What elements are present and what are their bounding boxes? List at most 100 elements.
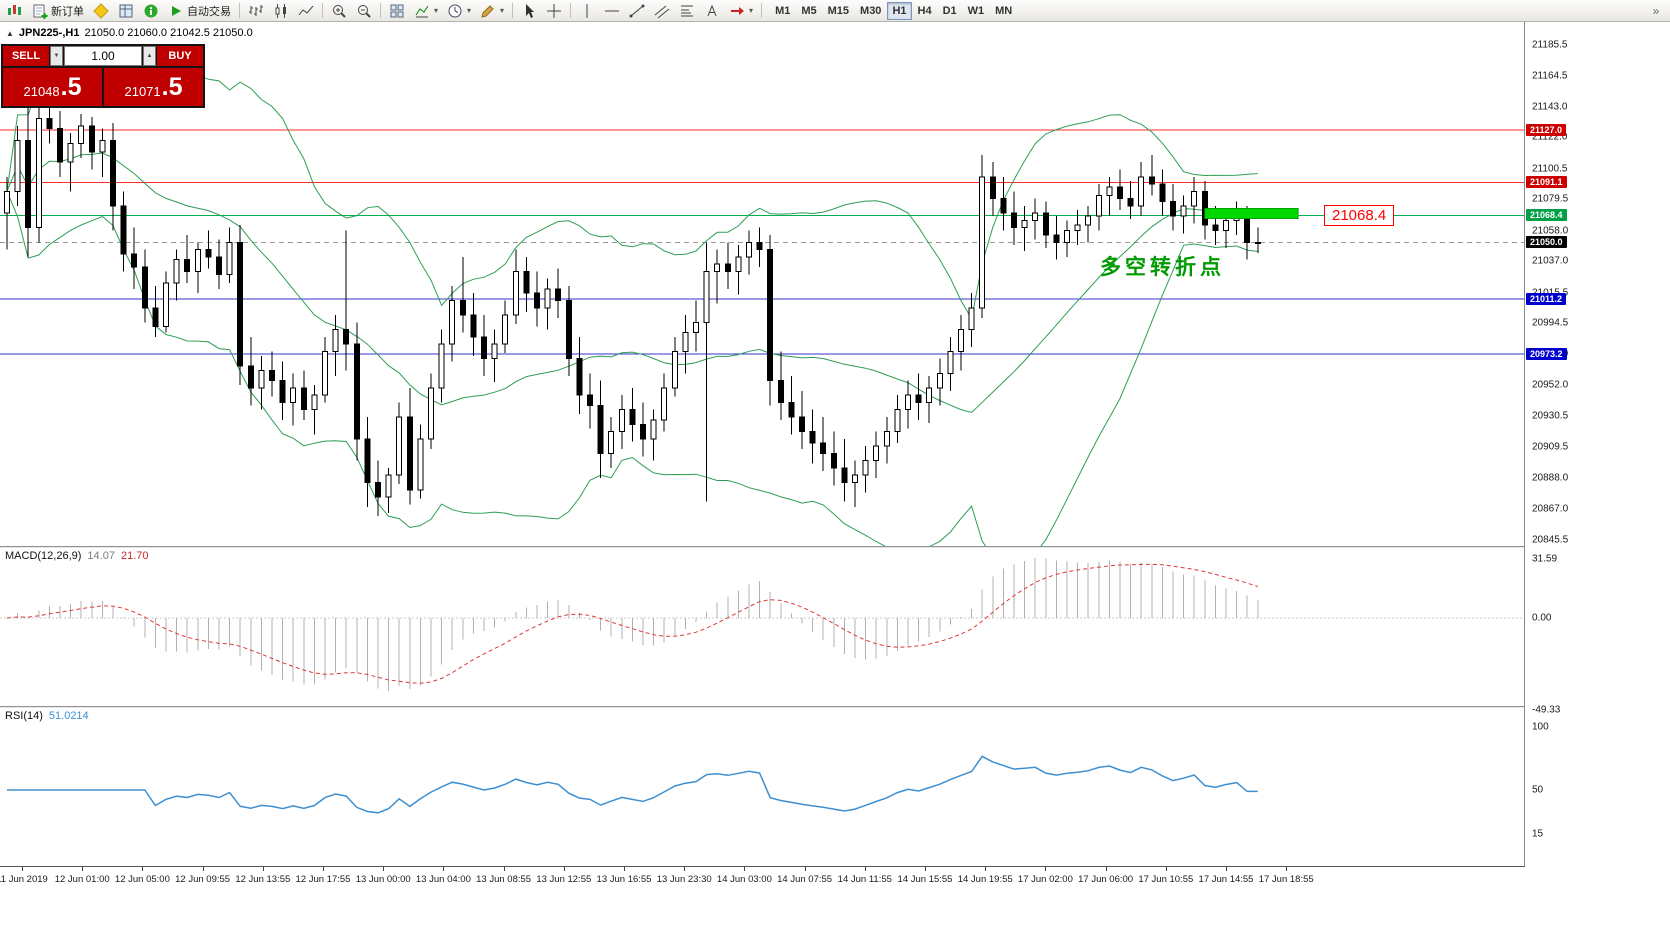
buy-price-display[interactable]: 21071 .5 <box>104 68 203 106</box>
macd-indicator-canvas[interactable] <box>0 548 1524 706</box>
new-order-label: 新订单 <box>51 5 84 18</box>
fibonacci-button[interactable] <box>675 1 699 21</box>
dropdown-arrow-icon: ▾ <box>500 6 505 15</box>
new-chart-button[interactable] <box>3 1 27 21</box>
candlestick-icon <box>275 3 286 18</box>
main-chart-canvas[interactable] <box>0 22 1524 546</box>
time-tick-label: 12 Jun 17:55 <box>295 874 351 885</box>
time-axis[interactable]: 11 Jun 2019 12 Jun 01:00 12 Jun 05:00 12 Ju… <box>0 867 1670 890</box>
trendline-button[interactable] <box>625 1 649 21</box>
autotrading-button[interactable]: 自动交易 <box>164 1 235 21</box>
buy-price-main: 21071 <box>124 83 161 99</box>
price-axis[interactable]: 21185.5 21164.5 21143.0 21122.0 21100.5 21079… <box>1525 22 1670 867</box>
toolbar-separator <box>239 3 240 18</box>
text-button[interactable] <box>700 1 724 21</box>
symbol-period-label: JPN225-,H1 <box>18 27 80 39</box>
time-tick-label: 17 Jun 14:55 <box>1198 874 1254 885</box>
time-tick <box>804 867 806 871</box>
new-order-icon <box>33 4 48 19</box>
horizontal-line-button[interactable] <box>600 1 624 21</box>
volume-increase-button[interactable]: ▲ <box>143 46 156 66</box>
one-click-toggle-icon[interactable]: ▲ <box>6 28 14 38</box>
timeframe-button-m30[interactable]: M30 <box>860 4 882 17</box>
macd-name: MACD(12,26,9) <box>5 550 82 562</box>
templates-button[interactable]: ▾ <box>476 1 508 21</box>
autotrading-play-icon <box>172 5 181 16</box>
price-tick-label: 20845.5 <box>1532 534 1569 546</box>
time-tick-label: 14 Jun 19:55 <box>957 874 1013 885</box>
tile-windows-icon <box>390 4 404 17</box>
candlestick-chart-button[interactable] <box>269 1 293 21</box>
price-tick-label: 21037.0 <box>1532 255 1569 267</box>
toolbar-separator <box>570 3 572 18</box>
rsi-indicator-canvas[interactable] <box>0 708 1524 866</box>
timeframe-button-m1[interactable]: M1 <box>775 4 791 17</box>
sell-price-frac: .5 <box>60 72 82 101</box>
dropdown-arrow-icon: ▾ <box>749 6 754 15</box>
time-axis-separator <box>0 866 1670 867</box>
arrows-button[interactable]: ▾ <box>725 1 757 21</box>
sell-button[interactable]: SELL <box>3 46 49 66</box>
price-line-badge: 21127.0 <box>1526 124 1567 137</box>
help-button[interactable] <box>139 1 163 21</box>
toolbar-separator <box>512 3 514 18</box>
macd-scale-label: 31.59 <box>1532 553 1558 565</box>
zoom-out-button[interactable] <box>352 1 376 21</box>
time-tick <box>985 867 987 871</box>
volume-decrease-button[interactable]: ▼ <box>50 46 63 66</box>
channel-button[interactable] <box>650 1 674 21</box>
time-tick-label: 13 Jun 12:55 <box>536 874 592 885</box>
timeframe-button-w1[interactable]: W1 <box>967 4 985 17</box>
time-tick <box>22 867 23 871</box>
price-tick-label: 20909.5 <box>1532 441 1569 453</box>
price-tick-label: 20888.0 <box>1532 472 1569 484</box>
time-tick-label: 13 Jun 23:30 <box>656 874 712 885</box>
trendline-icon <box>629 4 645 17</box>
rsi-label: RSI(14) 51.0214 <box>5 710 89 722</box>
cursor-button[interactable] <box>517 1 541 21</box>
time-tick-label: 14 Jun 07:55 <box>777 874 833 885</box>
volume-input[interactable] <box>64 46 142 66</box>
indicators-button[interactable]: ▾ <box>410 1 442 21</box>
price-line-badge: 21091.1 <box>1526 176 1567 189</box>
metaeditor-icon <box>93 2 109 19</box>
buy-button[interactable]: BUY <box>157 46 203 66</box>
panel-separator[interactable] <box>0 546 1670 548</box>
price-tick-label: 20994.5 <box>1532 317 1569 329</box>
time-tick-label: 13 Jun 08:55 <box>476 874 532 885</box>
price-tick-label: 20930.5 <box>1532 410 1569 422</box>
timeframe-button-h1[interactable]: H1 <box>887 1 912 20</box>
bollinger-lower-band <box>6 191 1258 546</box>
timeframe-button-m5[interactable]: M5 <box>801 4 817 17</box>
sell-price-display[interactable]: 21048 .5 <box>3 68 102 106</box>
time-tick <box>1045 867 1047 871</box>
highlight-price-label: 21068.4 <box>1324 205 1395 226</box>
timeframe-button-mn[interactable]: MN <box>995 4 1013 17</box>
tile-windows-button[interactable] <box>385 1 409 21</box>
rsi-scale-label: 50 <box>1532 784 1544 796</box>
crosshair-button[interactable] <box>542 1 566 21</box>
timeframe-button-h4[interactable]: H4 <box>917 4 932 17</box>
periods-button[interactable]: ▾ <box>443 1 475 21</box>
timeframe-button-d1[interactable]: D1 <box>942 4 957 17</box>
time-tick-label: 17 Jun 06:00 <box>1078 874 1134 885</box>
new-order-button[interactable]: 新订单 <box>28 1 88 21</box>
panel-separator[interactable] <box>0 706 1670 708</box>
metaeditor-button[interactable] <box>89 1 113 21</box>
time-tick-label: 12 Jun 09:55 <box>175 874 231 885</box>
zoom-in-button[interactable] <box>327 1 351 21</box>
vertical-line-button[interactable] <box>575 1 599 21</box>
sell-price-main: 21048 <box>23 83 60 99</box>
timeframe-button-m15[interactable]: M15 <box>827 4 850 17</box>
price-line-badge: 21068.4 <box>1526 209 1567 222</box>
price-line-badge: 20973.2 <box>1526 348 1567 361</box>
highlight-bar[interactable] <box>1204 207 1299 219</box>
rsi-line <box>7 755 1258 814</box>
line-chart-button[interactable] <box>294 1 318 21</box>
indicators-icon <box>415 5 429 17</box>
market-watch-button[interactable] <box>114 1 138 21</box>
toolbar-overflow-button[interactable]: » <box>1645 1 1667 21</box>
bar-chart-button[interactable] <box>244 1 268 21</box>
clock-icon <box>448 4 462 17</box>
